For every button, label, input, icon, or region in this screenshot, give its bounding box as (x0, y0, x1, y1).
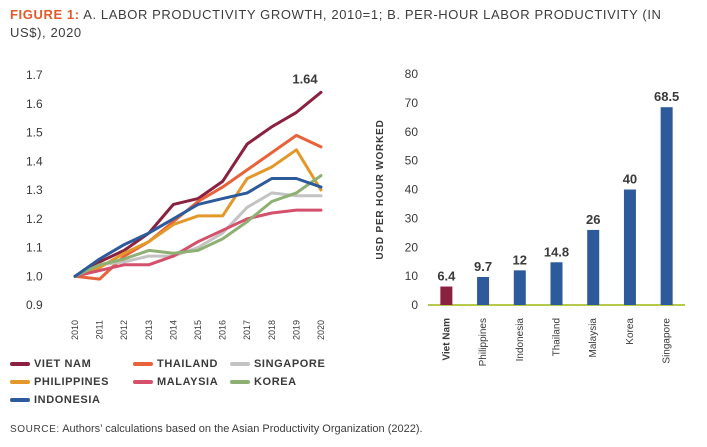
source-note: SOURCE: Authors’ calculations based on t… (10, 423, 423, 435)
bar-value-label: 12 (513, 252, 527, 267)
bar-category-label: Viet Nam (441, 318, 452, 361)
bar-value-label: 68.5 (654, 89, 679, 104)
line-x-tick-label: 2010 (70, 320, 80, 340)
line-x-tick-label: 2012 (119, 320, 129, 340)
series-line-malaysia (73, 208, 323, 278)
legend-swatch (133, 380, 153, 384)
legend-label: MALAYSIA (157, 376, 219, 388)
bar-y-tick-label: 10 (405, 269, 419, 283)
bar-y-tick-label: 40 (405, 183, 419, 197)
bar-category-label: Malaysia (588, 318, 599, 358)
bar-singapore (660, 107, 673, 305)
legend-item-thailand: THAILAND (133, 358, 218, 370)
bar-korea (623, 189, 636, 305)
bar-viet-nam (440, 286, 453, 305)
line-y-tick-label: 1.0 (26, 269, 43, 283)
legend-label: KOREA (254, 376, 297, 388)
source-text: Authors’ calculations based on the Asian… (62, 423, 423, 435)
line-x-tick-label: 2016 (218, 320, 228, 340)
line-chart-legend: VIET NAM THAILAND SINGAPORE PHILIPPINES MALA… (10, 358, 370, 414)
line-x-tick-label: 2015 (193, 320, 203, 340)
line-y-tick-label: 1.6 (26, 97, 43, 111)
bar-y-tick-label: 70 (405, 96, 419, 110)
bar-y-tick-label: 50 (405, 154, 419, 168)
series-line-indonesia (73, 177, 323, 278)
legend-label: THAILAND (157, 358, 219, 370)
line-x-tick-label: 2014 (168, 320, 178, 340)
legend-item-viet-nam: VIET NAM (10, 358, 91, 370)
figure-caption: A. LABOR PRODUCTIVITY GROWTH, 2010=1; B.… (10, 7, 662, 40)
bar-y-tick-label: 60 (405, 125, 419, 139)
source-label: SOURCE: (10, 424, 60, 435)
bar-chart: 0 10 20 30 40 50 60 70 80 USD PER HOUR WORKED 6.4 V… (375, 67, 685, 366)
bar-category-label: Thailand (552, 318, 563, 356)
series-line-korea (73, 174, 323, 278)
legend-swatch (230, 362, 250, 366)
bar-category-label: Philippines (478, 318, 489, 366)
line-chart: 0.9 1.0 1.1 1.2 1.3 1.4 1.5 1.6 1.7 2010 2011 2012 2… (26, 68, 326, 340)
series-line-viet-nam (73, 90, 323, 278)
bar-malaysia (587, 229, 600, 305)
line-y-tick-label: 1.4 (26, 154, 43, 168)
bar-value-label: 26 (586, 212, 600, 227)
bar-value-label: 9.7 (474, 259, 492, 274)
bar-category-label: Singapore (662, 318, 673, 364)
bar-value-label: 40 (623, 172, 637, 187)
line-y-tick-label: 1.5 (26, 126, 43, 140)
bar-category-label: Korea (625, 318, 636, 345)
legend-swatch (10, 362, 30, 366)
bar-value-label: 14.8 (544, 244, 569, 259)
line-y-tick-label: 1.2 (26, 212, 43, 226)
line-y-tick-label: 1.3 (26, 183, 43, 197)
bar-thailand (550, 262, 563, 305)
legend-label: INDONESIA (34, 394, 101, 406)
line-x-tick-label: 2017 (242, 320, 252, 340)
legend-label: SINGAPORE (254, 358, 326, 370)
line-x-tick-label: 2018 (267, 320, 277, 340)
line-y-tick-label: 1.7 (26, 68, 43, 82)
line-annotation: 1.64 (292, 71, 318, 86)
bar-category-label: Indonesia (515, 318, 526, 362)
legend-item-korea: KOREA (230, 376, 297, 388)
bar-value-label: 6.4 (437, 269, 456, 284)
bar-y-tick-label: 80 (405, 67, 419, 81)
legend-swatch (10, 380, 30, 384)
bar-y-tick-label: 0 (411, 298, 418, 312)
legend-item-malaysia: MALAYSIA (133, 376, 218, 388)
bar-y-tick-label: 20 (405, 240, 419, 254)
legend-swatch (133, 362, 153, 366)
line-y-tick-label: 1.1 (26, 241, 43, 255)
bar-indonesia (513, 270, 526, 305)
legend-label: PHILIPPINES (34, 376, 110, 388)
bar-y-tick-label: 30 (405, 211, 419, 225)
legend-label: VIET NAM (34, 358, 92, 370)
legend-swatch (10, 398, 30, 402)
legend-item-philippines: PHILIPPINES (10, 376, 109, 388)
figure-label: FIGURE 1: (10, 7, 80, 22)
line-x-tick-label: 2019 (291, 320, 301, 340)
legend-item-singapore: SINGAPORE (230, 358, 325, 370)
legend-item-indonesia: INDONESIA (10, 394, 101, 406)
series-line-singapore (73, 191, 323, 278)
legend-swatch (230, 380, 250, 384)
line-x-tick-label: 2011 (95, 320, 105, 339)
line-x-tick-label: 2013 (144, 320, 154, 340)
line-x-tick-label: 2020 (316, 320, 326, 340)
bar-y-axis-title: USD PER HOUR WORKED (375, 119, 386, 259)
bar-philippines (477, 276, 490, 305)
line-y-tick-label: 0.9 (26, 298, 43, 312)
figure-title: FIGURE 1: A. LABOR PRODUCTIVITY GROWTH, … (10, 6, 700, 42)
series-line-philippines (73, 148, 323, 278)
